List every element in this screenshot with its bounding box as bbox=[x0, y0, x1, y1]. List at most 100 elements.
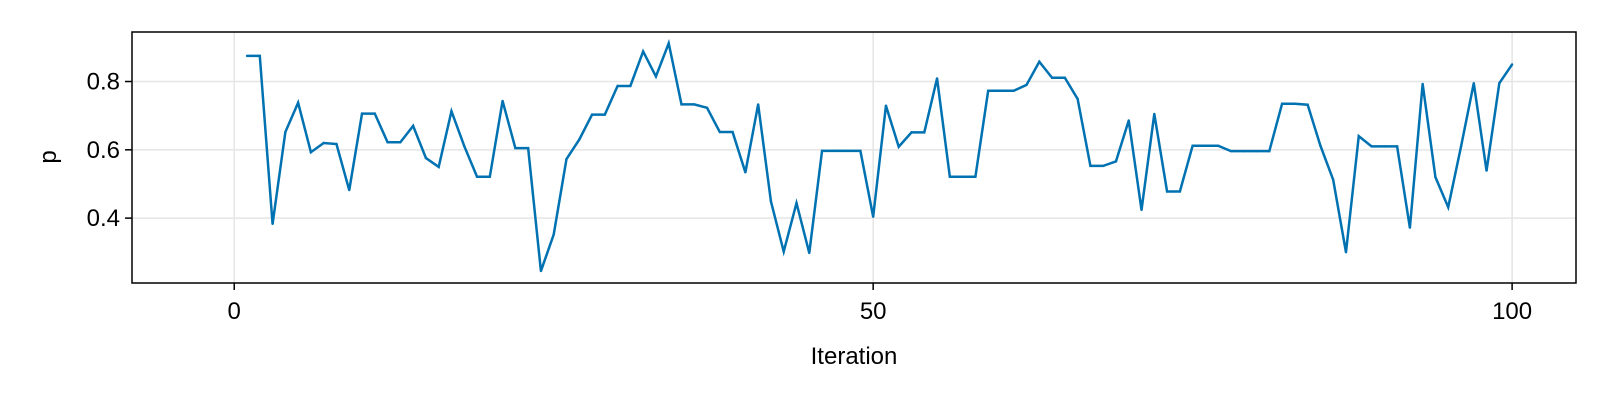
data-point bbox=[1268, 149, 1271, 153]
data-point bbox=[1332, 178, 1335, 182]
data-point bbox=[616, 84, 619, 88]
data-point bbox=[1293, 102, 1297, 105]
data-point bbox=[1255, 149, 1258, 153]
data-point bbox=[1038, 60, 1041, 63]
data-point bbox=[1510, 63, 1514, 66]
data-point bbox=[693, 103, 696, 106]
data-point bbox=[820, 149, 824, 153]
data-point bbox=[1216, 144, 1220, 147]
data-point bbox=[667, 42, 670, 45]
data-point bbox=[871, 215, 875, 218]
data-point bbox=[1306, 103, 1309, 106]
data-point bbox=[322, 141, 325, 145]
data-point bbox=[923, 131, 926, 134]
data-point bbox=[1114, 160, 1118, 163]
data-point bbox=[501, 99, 504, 103]
data-point bbox=[552, 233, 555, 236]
y-tick-label: 0.4 bbox=[87, 205, 120, 232]
x-tick-label: 100 bbox=[1492, 298, 1532, 325]
data-point bbox=[1447, 205, 1450, 209]
data-point bbox=[654, 75, 658, 78]
data-point bbox=[411, 124, 415, 128]
data-point bbox=[795, 201, 798, 205]
data-point bbox=[437, 165, 440, 169]
plot-frame bbox=[131, 31, 1577, 284]
data-point bbox=[769, 200, 773, 203]
data-point bbox=[1370, 145, 1373, 148]
data-point bbox=[1178, 190, 1182, 193]
data-point bbox=[756, 103, 760, 106]
series-line bbox=[247, 38, 1514, 272]
data-point bbox=[1395, 145, 1399, 148]
data-point bbox=[1140, 208, 1143, 212]
x-axis-label: Iteration bbox=[811, 343, 898, 370]
data-point bbox=[245, 54, 249, 58]
data-point bbox=[744, 171, 747, 174]
data-point bbox=[935, 77, 939, 80]
data-point bbox=[884, 104, 888, 107]
y-tick-label: 0.6 bbox=[87, 137, 120, 164]
data-point bbox=[1191, 144, 1194, 147]
data-point bbox=[463, 144, 466, 148]
data-point bbox=[1101, 164, 1105, 168]
data-point bbox=[514, 146, 517, 150]
data-point bbox=[1089, 164, 1092, 168]
data-point bbox=[348, 188, 351, 192]
data-point bbox=[1025, 83, 1028, 87]
data-point bbox=[1204, 144, 1207, 147]
data-point bbox=[974, 175, 977, 178]
data-point bbox=[309, 151, 313, 154]
ticks: 0 50 100 0.4 0.6 0.8 bbox=[87, 69, 1533, 325]
data-point bbox=[1421, 82, 1424, 86]
data-point bbox=[782, 250, 785, 253]
data-point bbox=[488, 175, 492, 178]
data-point bbox=[1408, 226, 1412, 229]
y-axis-label: p bbox=[35, 150, 62, 163]
data-point bbox=[450, 110, 453, 113]
data-point bbox=[424, 156, 428, 160]
data-point bbox=[296, 101, 300, 104]
data-point bbox=[1012, 89, 1015, 92]
x-tick-label: 50 bbox=[860, 298, 887, 325]
data-point bbox=[1076, 97, 1079, 101]
data-point bbox=[808, 251, 811, 255]
data-point bbox=[271, 222, 274, 226]
data-point bbox=[1383, 145, 1386, 148]
data-point bbox=[258, 54, 261, 58]
data-point bbox=[999, 89, 1003, 92]
data-point bbox=[1498, 82, 1501, 85]
data-point bbox=[718, 130, 722, 134]
data-point bbox=[1357, 134, 1360, 138]
grid bbox=[132, 32, 1576, 283]
data-point bbox=[629, 84, 632, 88]
data-point bbox=[680, 103, 683, 106]
data-point bbox=[373, 112, 376, 115]
data-point bbox=[641, 50, 645, 53]
data-point bbox=[1344, 251, 1348, 254]
data-point bbox=[578, 138, 581, 141]
data-point bbox=[1063, 76, 1067, 79]
data-point bbox=[386, 141, 389, 144]
data-point bbox=[1434, 175, 1437, 179]
data-point bbox=[1153, 112, 1156, 116]
data-point bbox=[1127, 119, 1130, 122]
data-point bbox=[475, 175, 479, 178]
data-point bbox=[284, 130, 287, 134]
data-point bbox=[590, 113, 594, 116]
data-point bbox=[539, 269, 543, 273]
y-tick-label: 0.8 bbox=[87, 69, 120, 96]
data-point bbox=[1485, 169, 1488, 172]
data-point bbox=[335, 142, 338, 146]
data-point bbox=[833, 149, 837, 153]
data-point bbox=[859, 149, 862, 153]
data-point bbox=[1242, 149, 1245, 153]
data-point bbox=[1319, 144, 1322, 147]
data-point bbox=[1050, 76, 1054, 79]
data-point bbox=[1459, 145, 1463, 148]
data-point bbox=[948, 175, 952, 178]
data-point bbox=[1165, 190, 1169, 193]
data-point bbox=[986, 89, 990, 92]
data-point bbox=[1472, 82, 1475, 85]
